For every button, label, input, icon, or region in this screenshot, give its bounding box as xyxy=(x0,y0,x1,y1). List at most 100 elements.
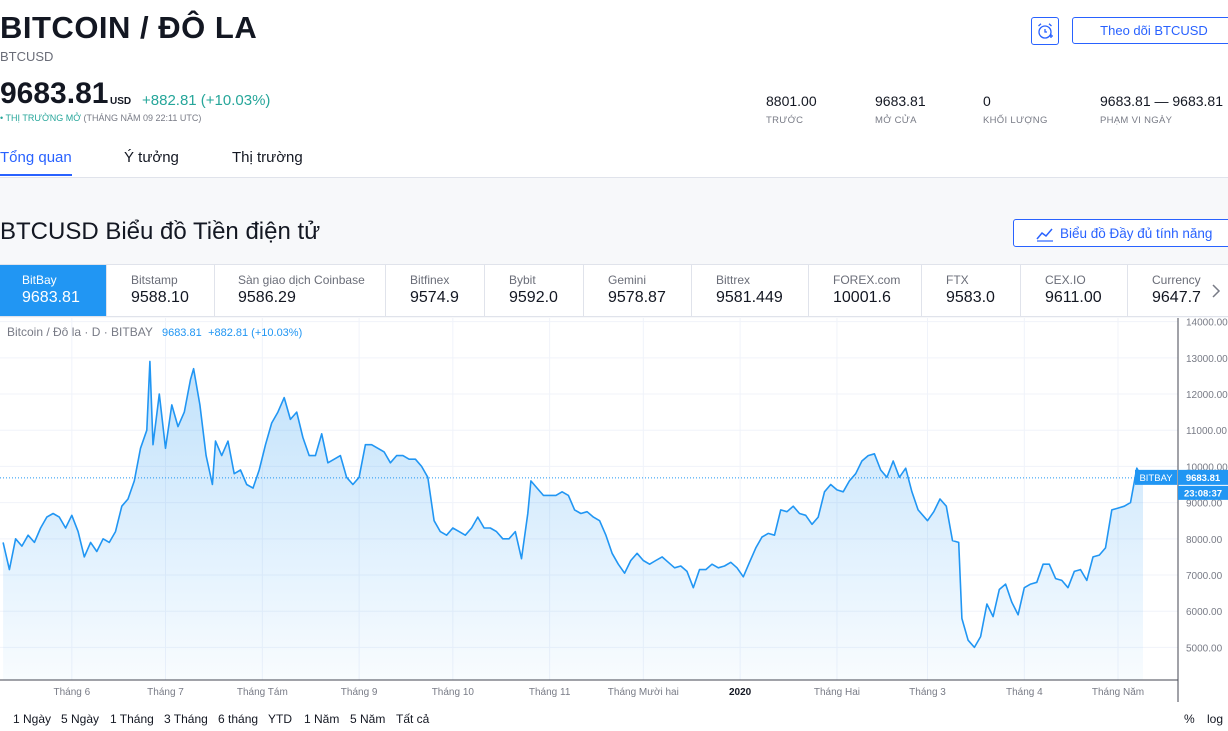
y-tick-label: 7000.00 xyxy=(1186,571,1223,582)
y-tick-label: 8000.00 xyxy=(1186,535,1223,546)
exchange-price: 9647.7 xyxy=(1152,289,1201,306)
price-area xyxy=(3,361,1144,680)
stat-value: 0 xyxy=(983,93,991,109)
x-tick-label: Tháng 3 xyxy=(909,687,946,698)
chart-section: BTCUSD Biểu đồ Tiền điện tử Biểu đồ Đầy … xyxy=(0,177,1228,731)
exchange-tab[interactable]: BitBay 9683.81 xyxy=(0,265,107,316)
stat-open: 9683.81 MỞ CỬA xyxy=(875,93,926,126)
page-title: BITCOIN / ĐÔ LA xyxy=(0,10,258,45)
exchange-tab[interactable]: FOREX.com 10001.6 xyxy=(809,265,922,316)
range-5y[interactable]: 5 Năm xyxy=(350,712,386,726)
stat-label: PHẠM VI NGÀY xyxy=(1100,115,1173,126)
price-currency: USD xyxy=(110,96,132,107)
x-tick-label: Tháng Tám xyxy=(237,687,288,698)
tab-markets[interactable]: Thị trường xyxy=(232,149,303,166)
price-line xyxy=(2,360,1144,649)
exchange-price: 9586.29 xyxy=(238,289,296,306)
exchange-tab[interactable]: Sàn giao dịch Coinbase 9586.29 xyxy=(215,265,386,316)
exchange-price: 9588.10 xyxy=(131,289,189,306)
chart-heading: BTCUSD Biểu đồ Tiền điện tử xyxy=(0,218,321,245)
x-tick-label: Tháng 10 xyxy=(432,687,475,698)
stat-label: MỞ CỬA xyxy=(875,115,917,126)
log-scale-toggle[interactable]: log xyxy=(1207,712,1224,726)
exchange-tab[interactable]: Bybit 9592.0 xyxy=(485,265,584,316)
tab-overview[interactable]: Tổng quan xyxy=(0,149,72,176)
legend-change: +882.81 (+10.03%) xyxy=(208,327,303,339)
x-tick-label: Tháng 11 xyxy=(529,687,571,698)
exchange-name: Gemini xyxy=(608,273,647,287)
x-tick-label: Tháng 9 xyxy=(341,687,378,698)
range-6m[interactable]: 6 tháng xyxy=(218,712,259,726)
range-5d[interactable]: 5 Ngày xyxy=(61,712,100,726)
x-tick-label: Tháng 4 xyxy=(1006,687,1043,698)
exchange-name: Bittrex xyxy=(716,273,751,287)
x-tick-label: Tháng Mười hai xyxy=(608,687,679,698)
exchange-price: 10001.6 xyxy=(833,289,891,306)
exchange-price: 9581.449 xyxy=(716,289,783,306)
exchange-tab[interactable]: Bittrex 9581.449 xyxy=(692,265,809,316)
exchange-price: 9611.00 xyxy=(1045,289,1102,306)
price-chart-svg: 14000.00 13000.00 12000.00 11000.00 10000.00… xyxy=(0,318,1228,702)
chart-legend: Bitcoin / Đô la · D · BITBAY 9683.81 +88… xyxy=(7,325,302,339)
exchange-selector: BitBay 9683.81 Bitstamp 9588.10 Sàn giao… xyxy=(0,264,1228,317)
stat-value: 9683.81 xyxy=(875,93,926,109)
stat-label: KHỐI LƯỢNG xyxy=(983,115,1048,126)
exchange-name: Currency xyxy=(1152,273,1201,287)
exchange-scroll-right-button[interactable] xyxy=(1203,265,1228,316)
exchange-tab[interactable]: Currency 9647.7 xyxy=(1128,265,1228,316)
exchange-name: Bybit xyxy=(509,273,536,287)
y-tick-label: 14000.00 xyxy=(1186,318,1228,329)
exchange-price: 9583.0 xyxy=(946,289,995,306)
exchange-tab[interactable]: Bitfinex 9574.9 xyxy=(386,265,485,316)
y-tick-label: 12000.00 xyxy=(1186,390,1228,401)
x-tick-label: Tháng Năm xyxy=(1092,687,1144,698)
exchange-name: FOREX.com xyxy=(833,273,901,287)
x-tick-label: 2020 xyxy=(729,687,752,698)
price-change: +882.81 (+10.03%) xyxy=(142,92,271,109)
full-chart-button[interactable]: Biểu đồ Đầy đủ tính năng xyxy=(1013,219,1228,247)
alarm-clock-icon xyxy=(1038,23,1053,39)
stat-label: TRƯỚC xyxy=(766,115,804,126)
y-tick-label: 6000.00 xyxy=(1186,607,1223,618)
market-status-label: • THỊ TRƯỜNG MỞ xyxy=(0,113,81,123)
market-status: • THỊ TRƯỜNG MỞ (THÁNG NĂM 09 22:11 UTC) xyxy=(0,113,201,123)
range-all[interactable]: Tất cả xyxy=(396,712,430,726)
range-ytd[interactable]: YTD xyxy=(268,712,292,726)
stat-day-range: 9683.81 — 9683.81 PHẠM VI NGÀY xyxy=(1100,93,1223,126)
exchange-tab[interactable]: Gemini 9578.87 xyxy=(584,265,692,316)
stat-value: 9683.81 — 9683.81 xyxy=(1100,93,1223,109)
tab-ideas[interactable]: Ý tưởng xyxy=(124,149,179,166)
range-3m[interactable]: 3 Tháng xyxy=(164,712,208,726)
countdown-tag-bg xyxy=(1178,485,1228,500)
exchange-tab[interactable]: CEX.IO 9611.00 xyxy=(1021,265,1128,316)
exchange-name: FTX xyxy=(946,273,969,287)
y-tick-label: 11000.00 xyxy=(1186,426,1227,437)
ticker-symbol: BTCUSD xyxy=(0,49,54,64)
exchange-price: 9683.81 xyxy=(22,289,80,306)
x-tick-label: Tháng 7 xyxy=(147,687,184,698)
x-tick-label: Tháng 6 xyxy=(53,687,90,698)
stat-volume: 0 KHỐI LƯỢNG xyxy=(983,93,1048,126)
exchange-tab[interactable]: Bitstamp 9588.10 xyxy=(107,265,215,316)
legend-symbol: Bitcoin / Đô la · D · BITBAY xyxy=(7,325,153,339)
exchange-price: 9574.9 xyxy=(410,289,459,306)
exchange-price: 9592.0 xyxy=(509,289,558,306)
range-1m[interactable]: 1 Tháng xyxy=(110,712,154,726)
range-1y[interactable]: 1 Năm xyxy=(304,712,340,726)
alert-button[interactable] xyxy=(1031,17,1059,45)
last-price: 9683.81 xyxy=(0,77,109,110)
y-tick-label: 9000.00 xyxy=(1186,499,1223,510)
stat-previous-close: 8801.00 TRƯỚC xyxy=(766,93,817,126)
chevron-right-icon xyxy=(1211,284,1220,298)
price-chart[interactable]: 14000.00 13000.00 12000.00 11000.00 10000.00… xyxy=(0,318,1228,702)
exchange-tab[interactable]: FTX 9583.0 xyxy=(922,265,1021,316)
percent-scale-toggle[interactable]: % xyxy=(1184,712,1195,726)
follow-button[interactable]: Theo dõi BTCUSD xyxy=(1072,17,1228,44)
y-tick-label: 13000.00 xyxy=(1186,354,1228,365)
market-status-time: (THÁNG NĂM 09 22:11 UTC) xyxy=(83,113,202,123)
exchange-name: BitBay xyxy=(22,273,57,287)
exchange-name: Bitstamp xyxy=(131,273,178,287)
exchange-name: Bitfinex xyxy=(410,273,450,287)
range-1d[interactable]: 1 Ngày xyxy=(13,712,52,726)
full-chart-label: Biểu đồ Đầy đủ tính năng xyxy=(1060,225,1213,241)
